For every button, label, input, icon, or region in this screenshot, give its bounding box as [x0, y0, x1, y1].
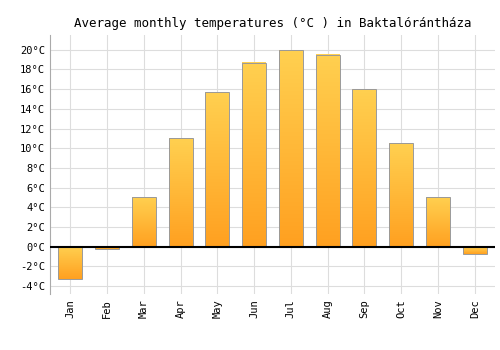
Bar — [352, 89, 376, 247]
Bar — [132, 197, 156, 247]
Bar — [426, 197, 450, 247]
Bar — [279, 50, 303, 247]
Bar — [463, 247, 486, 254]
Bar — [242, 63, 266, 247]
Bar — [58, 247, 82, 279]
Bar — [206, 92, 230, 247]
Title: Average monthly temperatures (°C ) in Baktalórántháza: Average monthly temperatures (°C ) in Ba… — [74, 17, 471, 30]
Bar — [316, 55, 340, 247]
Bar — [95, 247, 119, 249]
Bar — [390, 144, 413, 247]
Bar — [168, 138, 192, 247]
